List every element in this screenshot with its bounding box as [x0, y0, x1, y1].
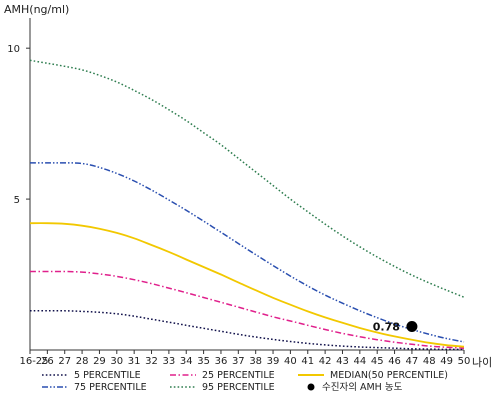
x-axis-title: 나이 [472, 356, 492, 369]
series-layer [29, 59, 465, 351]
x-tick-label: 32 [145, 356, 158, 367]
marker-layer: 0.78 [373, 320, 418, 333]
amh-marker-label: 0.78 [373, 320, 400, 333]
x-tick-label: 29 [93, 356, 106, 367]
legend-label-1: 25 PERCENTILE [202, 370, 275, 381]
x-tick-label: 38 [249, 356, 262, 367]
series-line-1 [29, 270, 465, 349]
x-tick-label: 46 [388, 356, 401, 367]
legend-label-3: 75 PERCENTILE [74, 382, 147, 393]
series-line-2 [29, 222, 465, 348]
x-tick-label: 41 [301, 356, 314, 367]
legend: 5 PERCENTILE 25 PERCENTILE MEDIAN(50 PERCE… [42, 370, 448, 393]
x-tick-label: 42 [319, 356, 332, 367]
x-tick-label: 45 [371, 356, 384, 367]
x-tick-label: 36 [215, 356, 228, 367]
x-tick-label: 49 [440, 356, 453, 367]
legend-marker-label: 수진자의 AMH 농도 [322, 382, 403, 393]
x-tick-label: 35 [197, 356, 210, 367]
legend-label-4: 95 PERCENTILE [202, 382, 275, 393]
series-line-4 [29, 59, 465, 298]
legend-marker-swatch [307, 383, 315, 391]
amh-marker-point [406, 320, 418, 332]
x-tick-label: 27 [58, 356, 71, 367]
x-tick-label: 26 [41, 356, 54, 367]
x-tick-label: 48 [423, 356, 436, 367]
x-tick-label: 30 [110, 356, 123, 367]
y-tick-label: 10 [7, 44, 20, 55]
x-tick-label: 31 [128, 356, 141, 367]
x-tick-label: 43 [336, 356, 349, 367]
legend-label-0: 5 PERCENTILE [74, 370, 141, 381]
x-tick-label: 50 [458, 356, 471, 367]
x-tick-label: 44 [353, 356, 366, 367]
x-tick-label: 47 [406, 356, 419, 367]
x-tick-label: 34 [180, 356, 193, 367]
series-line-3 [29, 162, 465, 343]
x-tick-label: 16-25 [19, 356, 48, 367]
y-axis-title: AMH(ng/ml) [4, 3, 69, 16]
x-tick-label: 37 [232, 356, 245, 367]
series-line-0 [30, 310, 464, 351]
x-tick-label: 33 [163, 356, 176, 367]
legend-label-2: MEDIAN(50 PERCENTILE) [330, 370, 448, 381]
x-tick-label: 28 [76, 356, 89, 367]
axes-layer [26, 18, 465, 354]
x-tick-label: 40 [284, 356, 297, 367]
x-tick-label: 39 [267, 356, 280, 367]
y-tick-label: 5 [14, 195, 20, 206]
